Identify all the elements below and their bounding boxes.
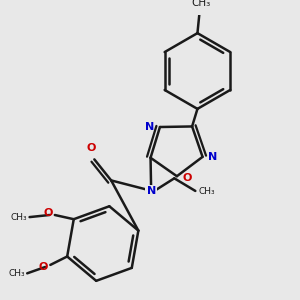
Text: CH₃: CH₃	[8, 269, 25, 278]
Text: N: N	[208, 152, 217, 162]
Text: CH₃: CH₃	[191, 0, 210, 8]
Text: N: N	[146, 122, 155, 132]
Text: CH₃: CH₃	[199, 188, 215, 196]
Text: N: N	[146, 186, 156, 196]
Text: O: O	[43, 208, 53, 218]
Text: O: O	[86, 143, 96, 153]
Text: CH₃: CH₃	[11, 213, 28, 222]
Text: O: O	[182, 173, 191, 183]
Text: O: O	[39, 262, 48, 272]
